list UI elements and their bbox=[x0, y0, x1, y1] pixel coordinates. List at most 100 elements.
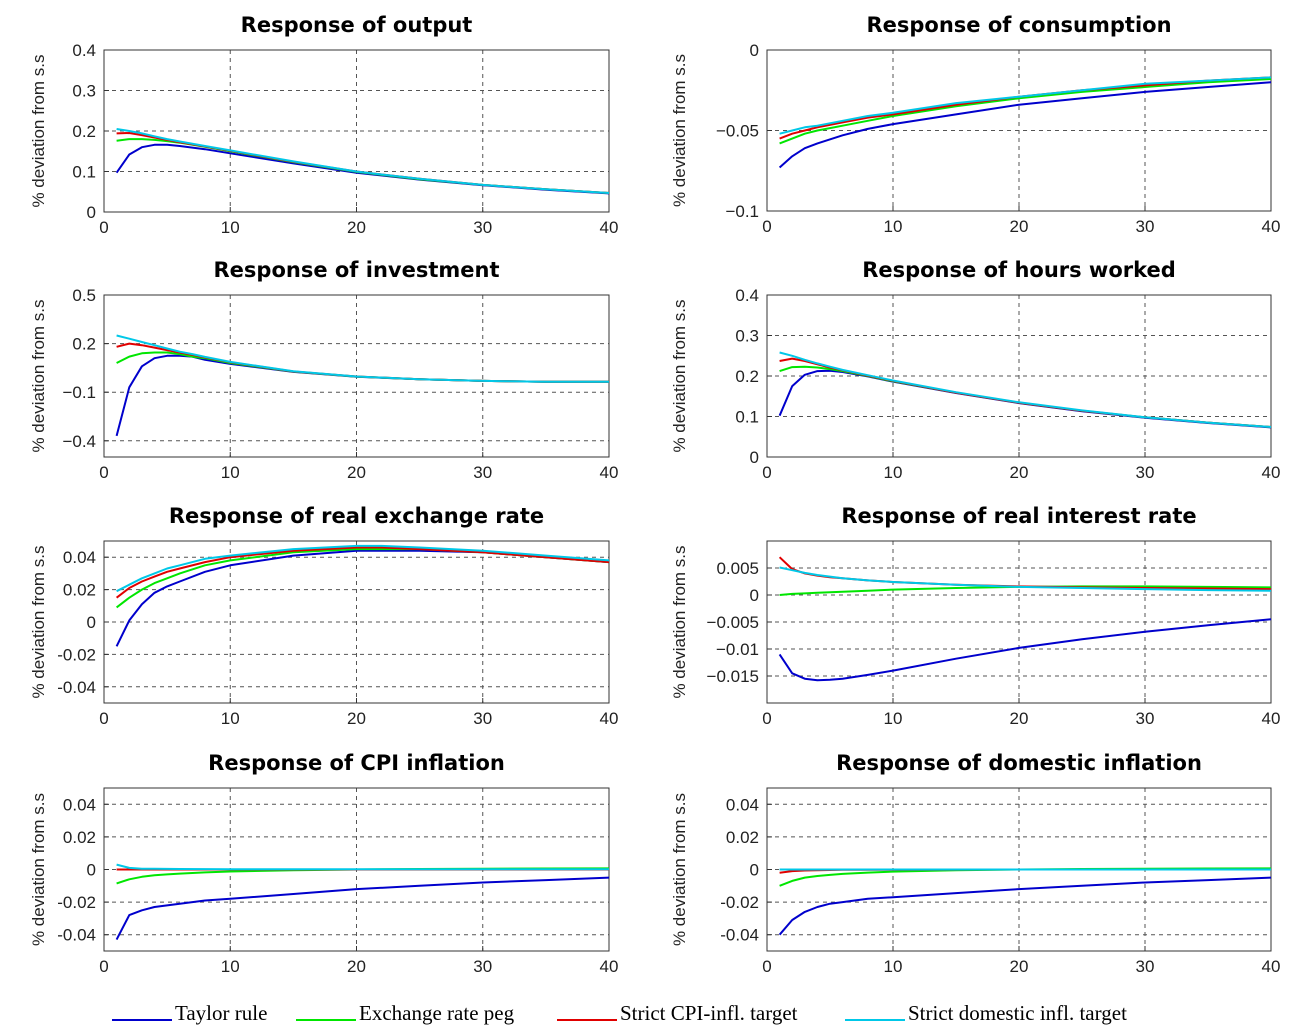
panel-response-of-real-exchange-rate: Response of real exchange rate 0 10 20 30 40 -… bbox=[29, 504, 618, 728]
series-line-strict-domestic-infl-target bbox=[779, 351, 1272, 428]
x-tick-label: 0 bbox=[99, 218, 108, 237]
x-tick-label: 0 bbox=[762, 217, 771, 236]
y-tick-label: −0.015 bbox=[707, 667, 759, 686]
x-tick-label: 10 bbox=[221, 709, 240, 728]
x-tick-label: 30 bbox=[1136, 463, 1155, 482]
panel-response-of-domestic-inflation: Response of domestic inflation 0 10 20 30 40 -… bbox=[670, 751, 1280, 976]
y-tick-label: -0.04 bbox=[720, 926, 759, 945]
legend-label-exchange-rate-peg: Exchange rate peg bbox=[359, 1001, 515, 1025]
y-tick-label: 0.005 bbox=[716, 559, 759, 578]
y-tick-label: 0.2 bbox=[72, 122, 96, 141]
y-axis-label: % deviation from s.s bbox=[670, 545, 689, 698]
panel-title: Response of investment bbox=[214, 258, 500, 282]
y-tick-label: 0.02 bbox=[726, 828, 759, 847]
panel-response-of-cpi-inflation: Response of CPI inflation 0 10 20 30 40 -0.04 -… bbox=[29, 751, 618, 976]
x-tick-label: 10 bbox=[221, 957, 240, 976]
y-axis-label: % deviation from s.s bbox=[29, 545, 48, 698]
y-axis-label: % deviation from s.s bbox=[670, 299, 689, 452]
y-tick-label: −0.01 bbox=[716, 640, 759, 659]
y-tick-label: 0 bbox=[87, 203, 96, 222]
x-tick-label: 20 bbox=[1010, 709, 1029, 728]
x-tick-label: 10 bbox=[884, 463, 903, 482]
series-line-exchange-rate-peg bbox=[779, 78, 1272, 145]
y-tick-label: −0.1 bbox=[62, 383, 96, 402]
series-line-strict-domestic-infl-target bbox=[116, 334, 609, 383]
y-tick-label: -0.02 bbox=[57, 645, 96, 664]
x-tick-label: 10 bbox=[221, 463, 240, 482]
panel-title: Response of output bbox=[241, 13, 473, 37]
legend-item-exchange-rate-peg: Exchange rate peg bbox=[296, 1001, 515, 1025]
y-tick-label: -0.02 bbox=[57, 893, 96, 912]
y-tick-label: 0 bbox=[750, 586, 759, 605]
x-tick-label: 30 bbox=[473, 218, 492, 237]
series-line-strict-domestic-infl-target bbox=[779, 566, 1272, 592]
y-tick-label: -0.04 bbox=[57, 926, 96, 945]
x-tick-label: 10 bbox=[884, 709, 903, 728]
panel-title: Response of consumption bbox=[866, 13, 1171, 37]
x-tick-label: 40 bbox=[600, 463, 619, 482]
legend-item-taylor-rule: Taylor rule bbox=[112, 1001, 267, 1025]
y-tick-label: 0.1 bbox=[735, 408, 759, 427]
panel-response-of-hours-worked: Response of hours worked 0 10 20 30 40 0 0.1 0.2… bbox=[670, 258, 1280, 482]
y-tick-label: 0.2 bbox=[735, 367, 759, 386]
y-tick-label: 0 bbox=[750, 448, 759, 467]
x-tick-label: 0 bbox=[762, 709, 771, 728]
legend-item-strict-cpi-target: Strict CPI-infl. target bbox=[557, 1001, 798, 1025]
series-line-strict-cpi-infl-target bbox=[115, 546, 610, 599]
panel-response-of-investment: Response of investment 0 10 20 30 40 −0.4 −0.1 0… bbox=[29, 258, 618, 482]
series-line-taylor-rule bbox=[115, 143, 610, 195]
series-line-strict-cpi-infl-target bbox=[779, 76, 1272, 140]
x-tick-label: 0 bbox=[99, 957, 108, 976]
panel-title: Response of real exchange rate bbox=[169, 504, 544, 528]
y-tick-label: 0.02 bbox=[63, 581, 96, 600]
series-line-exchange-rate-peg bbox=[779, 585, 1272, 596]
y-tick-label: 0.4 bbox=[735, 286, 759, 305]
y-tick-label: 0 bbox=[87, 861, 96, 880]
y-axis-label: % deviation from s.s bbox=[670, 54, 689, 207]
x-tick-label: 40 bbox=[1262, 709, 1281, 728]
panel-title: Response of real interest rate bbox=[841, 504, 1196, 528]
panel-response-of-output: Response of output 0 10 20 30 40 0 0.1 0.2 0.3 0.4… bbox=[29, 13, 618, 237]
series-line-taylor-rule bbox=[115, 876, 610, 941]
x-tick-label: 20 bbox=[1010, 957, 1029, 976]
legend: Taylor rule Exchange rate peg Strict CPI… bbox=[112, 1001, 1127, 1025]
x-tick-label: 40 bbox=[1262, 957, 1281, 976]
x-tick-label: 30 bbox=[1136, 217, 1155, 236]
y-tick-label: 0.02 bbox=[63, 828, 96, 847]
x-tick-label: 30 bbox=[1136, 709, 1155, 728]
panels-group: Response of output 0 10 20 30 40 0 0.1 0.2 0.3 0.4… bbox=[29, 13, 1280, 976]
x-tick-label: 20 bbox=[347, 218, 366, 237]
panel-title: Response of hours worked bbox=[862, 258, 1176, 282]
legend-label-strict-cpi-target: Strict CPI-infl. target bbox=[620, 1001, 798, 1025]
x-tick-label: 20 bbox=[1010, 463, 1029, 482]
panel-title: Response of domestic inflation bbox=[836, 751, 1202, 775]
series-line-taylor-rule bbox=[778, 81, 1272, 169]
y-tick-label: 0.04 bbox=[726, 795, 759, 814]
panel-title: Response of CPI inflation bbox=[208, 751, 505, 775]
x-tick-label: 10 bbox=[884, 957, 903, 976]
series-line-strict-domestic-infl-target bbox=[116, 863, 609, 871]
x-tick-label: 20 bbox=[347, 957, 366, 976]
x-tick-label: 40 bbox=[600, 709, 619, 728]
y-tick-label: −0.4 bbox=[62, 432, 96, 451]
y-tick-label: 0 bbox=[750, 861, 759, 880]
panel-response-of-consumption: Response of consumption 0 10 20 30 40 −0.1 −0.0… bbox=[670, 13, 1280, 236]
y-tick-label: 0.4 bbox=[72, 41, 96, 60]
y-tick-label: 0.5 bbox=[72, 286, 96, 305]
series-line-strict-domestic-infl-target bbox=[116, 128, 610, 194]
y-tick-label: -0.02 bbox=[720, 893, 759, 912]
series-line-taylor-rule bbox=[115, 354, 609, 437]
x-tick-label: 0 bbox=[99, 463, 108, 482]
y-tick-label: −0.05 bbox=[716, 122, 759, 141]
x-tick-label: 30 bbox=[1136, 957, 1155, 976]
x-tick-label: 20 bbox=[347, 463, 366, 482]
x-tick-label: 0 bbox=[762, 957, 771, 976]
y-axis-label: % deviation from s.s bbox=[670, 793, 689, 946]
y-tick-label: −0.005 bbox=[707, 613, 759, 632]
x-tick-label: 30 bbox=[473, 957, 492, 976]
legend-label-taylor-rule: Taylor rule bbox=[175, 1001, 267, 1025]
y-tick-label: −0.1 bbox=[725, 202, 759, 221]
x-tick-label: 10 bbox=[884, 217, 903, 236]
series-line-strict-cpi-infl-target bbox=[116, 132, 610, 194]
